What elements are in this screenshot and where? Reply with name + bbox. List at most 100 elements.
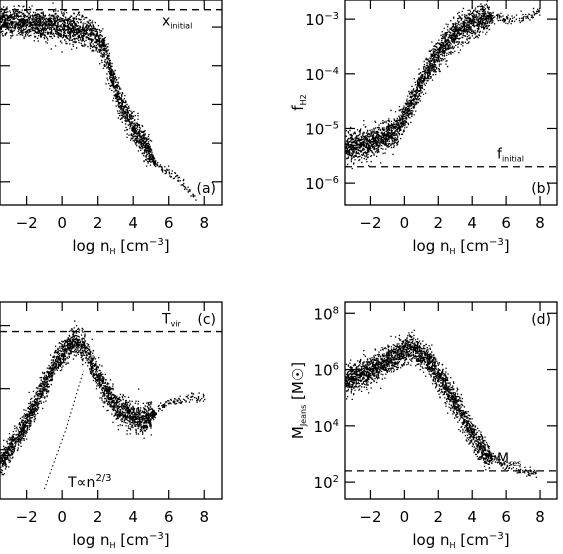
y-tick-label-b-part: 10 (305, 120, 324, 138)
y-tick-label-d-part: 10 (314, 418, 333, 436)
x-tick-label-c: 0 (57, 508, 67, 526)
x-tick-label-a: 2 (93, 214, 103, 232)
y-axis-label-b: fH2 (289, 94, 308, 110)
y-tick-label-b-part: −6 (324, 175, 339, 186)
x-axis-label-b-part: [cm (456, 237, 489, 255)
x-axis-label-b-part: log n (412, 237, 449, 255)
scatter-points-b (345, 0, 541, 170)
y-tick-label-d-part: 10 (314, 362, 333, 380)
y-tick-label-b: 10−4 (305, 66, 339, 84)
x-axis-label-c-part: [cm (116, 531, 149, 549)
reference-label-a-part: x (162, 14, 170, 30)
x-axis-label-d-part: −3 (489, 531, 504, 542)
x-axis-label-a-part: [cm (116, 237, 149, 255)
y-tick-label-b-part: 10 (305, 175, 324, 193)
y-axis-label-d-part: [M☉] (289, 362, 307, 405)
plot-area-a (0, 2, 222, 201)
x-axis-label-c-part: log n (72, 531, 109, 549)
panel-frame-c (0, 301, 223, 500)
scatter-points-d (345, 329, 537, 478)
panel-label-a: (a) (196, 181, 216, 197)
y-tick-label-d-part: 2 (333, 474, 339, 485)
x-axis-label-b: log nH [cm−3] (412, 237, 509, 256)
y-axis-label-b-part: f (289, 105, 307, 111)
x-axis-label-d-part: [cm (456, 531, 489, 549)
x-tick-label-d: −2 (359, 508, 381, 526)
x-tick-label-c: 2 (93, 508, 103, 526)
panel-c: Tvir T∝n2/3 −2 0 2 4 6 8 log nH [cm−3] (c) (0, 301, 223, 550)
reference-label-a-part: initial (170, 22, 192, 31)
x-axis-label-a: log nH [cm−3] (72, 237, 169, 256)
y-tick-label-d-part: 4 (333, 418, 339, 429)
y-tick-label-b-part: 10 (305, 66, 324, 84)
x-tick-label-d: 8 (535, 508, 545, 526)
y-tick-label-b: 10−5 (305, 120, 339, 138)
y-tick-label-b-part: −5 (324, 120, 339, 131)
plot-area-b (345, 0, 557, 170)
panel-label-b: (b) (531, 181, 551, 197)
x-axis-label-c-part: H (110, 541, 116, 550)
y-tick-label-d: 104 (314, 418, 339, 436)
panel-frame-d (344, 301, 558, 500)
reference-label-c-part: T (161, 312, 171, 328)
guide-label-c: T∝n2/3 (67, 473, 112, 491)
x-tick-label-b: 0 (400, 214, 410, 232)
x-tick-label-d: 2 (434, 508, 444, 526)
x-tick-label-d: 6 (501, 508, 511, 526)
x-tick-label-c: 4 (128, 508, 138, 526)
x-tick-label-a: 4 (128, 214, 138, 232)
x-tick-label-b: 4 (467, 214, 477, 232)
x-tick-label-d: 0 (400, 508, 410, 526)
x-tick-label-c: 6 (164, 508, 174, 526)
plot-area-d (345, 329, 557, 478)
x-axis-label-a-part: −3 (149, 237, 164, 248)
x-axis-label-c: log nH [cm−3] (72, 531, 169, 550)
reference-label-b-part: initial (502, 155, 524, 164)
x-axis-label-a-part: ] (164, 237, 170, 255)
panel-frame-b (344, 0, 558, 206)
y-axis-label-d-part: Jeans (299, 405, 308, 427)
guide-label-c-part: T∝n (67, 475, 95, 491)
x-axis-label-d-part: log n (412, 531, 449, 549)
y-tick-label-b-part: −3 (324, 11, 339, 22)
reference-label-c: Tvir (161, 312, 182, 329)
plot-area-c (0, 320, 222, 490)
y-tick-label-d-part: 10 (314, 474, 333, 492)
x-tick-label-a: 8 (199, 214, 209, 232)
reference-label-c-part: vir (171, 320, 182, 329)
x-axis-label-d-part: H (450, 541, 456, 550)
reference-label-d-part: res (509, 459, 521, 468)
x-axis-label-b-part: −3 (489, 237, 504, 248)
y-tick-label-d: 102 (314, 474, 339, 492)
x-axis-label-d: log nH [cm−3] (412, 531, 509, 550)
y-tick-label-d: 108 (314, 305, 339, 323)
x-axis-label-d-part: ] (504, 531, 510, 549)
reference-label-a: xinitial (162, 14, 192, 31)
y-tick-label-d-part: 6 (333, 362, 339, 373)
y-tick-label-b: 10−3 (305, 11, 339, 29)
x-tick-label-b: 8 (535, 214, 545, 232)
scatter-points-a (0, 2, 197, 201)
x-tick-label-b: 2 (434, 214, 444, 232)
x-axis-label-c-part: −3 (149, 531, 164, 542)
x-tick-label-a: −2 (16, 214, 38, 232)
scatter-points-c (0, 320, 206, 476)
x-axis-label-c-part: ] (164, 531, 170, 549)
y-tick-label-d: 106 (314, 362, 339, 380)
reference-label-d: Mres (497, 451, 521, 468)
x-tick-label-c: −2 (16, 508, 38, 526)
x-tick-label-b: −2 (359, 214, 381, 232)
y-tick-label-b-part: −4 (324, 66, 339, 77)
guide-line-c (43, 370, 84, 490)
x-axis-label-b-part: H (450, 247, 456, 256)
x-axis-label-b-part: ] (504, 237, 510, 255)
y-tick-label-b-part: 10 (305, 11, 324, 29)
x-tick-label-a: 0 (57, 214, 67, 232)
reference-label-b-part: f (497, 147, 503, 163)
y-tick-label-b: 10−6 (305, 175, 339, 193)
x-axis-label-a-part: H (110, 247, 116, 256)
